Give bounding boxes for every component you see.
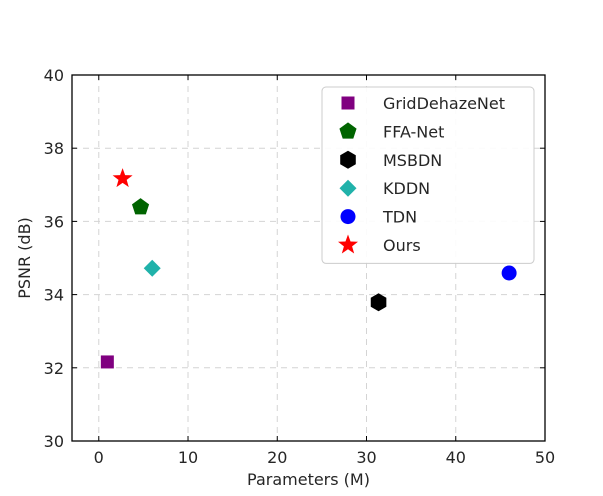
y-tick-label: 32 [44, 359, 64, 378]
x-tick-label: 10 [178, 448, 198, 467]
point-msbdn [370, 293, 387, 312]
data-points [100, 168, 517, 369]
legend-marker [339, 179, 357, 197]
legend-marker [341, 96, 355, 110]
y-axis-label: PSNR (dB) [15, 217, 34, 299]
point-kddn [143, 259, 161, 277]
legend: GridDehazeNet FFA-Net MSBDN KDDN TDN Ours [321, 86, 535, 264]
plot-area-frame [71, 74, 546, 442]
x-tick-label: 50 [535, 448, 555, 467]
y-tick-label: 38 [44, 139, 64, 158]
legend-marker [339, 122, 357, 139]
legend-marker [340, 150, 356, 169]
point-ffa-net [131, 198, 150, 215]
legend-marker [340, 209, 356, 225]
y-tick-label: 30 [44, 432, 64, 451]
x-tick-label: 30 [356, 448, 376, 467]
legend-marker [338, 234, 358, 254]
legend-box [321, 86, 535, 264]
point-ours [112, 168, 133, 188]
x-tick-label: 20 [267, 448, 287, 467]
y-tick-label: 40 [44, 66, 64, 85]
legend-label: TDN [382, 208, 417, 227]
x-tick-label: 40 [446, 448, 466, 467]
legend-label: FFA-Net [383, 122, 444, 141]
legend-label: GridDehazeNet [383, 94, 505, 113]
point-tdn [501, 265, 517, 281]
legend-label: MSBDN [383, 151, 442, 170]
y-tick-label: 36 [44, 212, 64, 231]
legend-label: Ours [383, 236, 421, 255]
point-griddehazenet [100, 355, 114, 369]
axis-ticks: 0 10 20 30 40 50 30 32 34 36 38 40 [44, 66, 556, 467]
legend-label: KDDN [383, 179, 430, 198]
x-tick-label: 0 [94, 448, 104, 467]
y-tick-label: 34 [44, 286, 64, 305]
x-axis-label: Parameters (M) [247, 470, 370, 489]
